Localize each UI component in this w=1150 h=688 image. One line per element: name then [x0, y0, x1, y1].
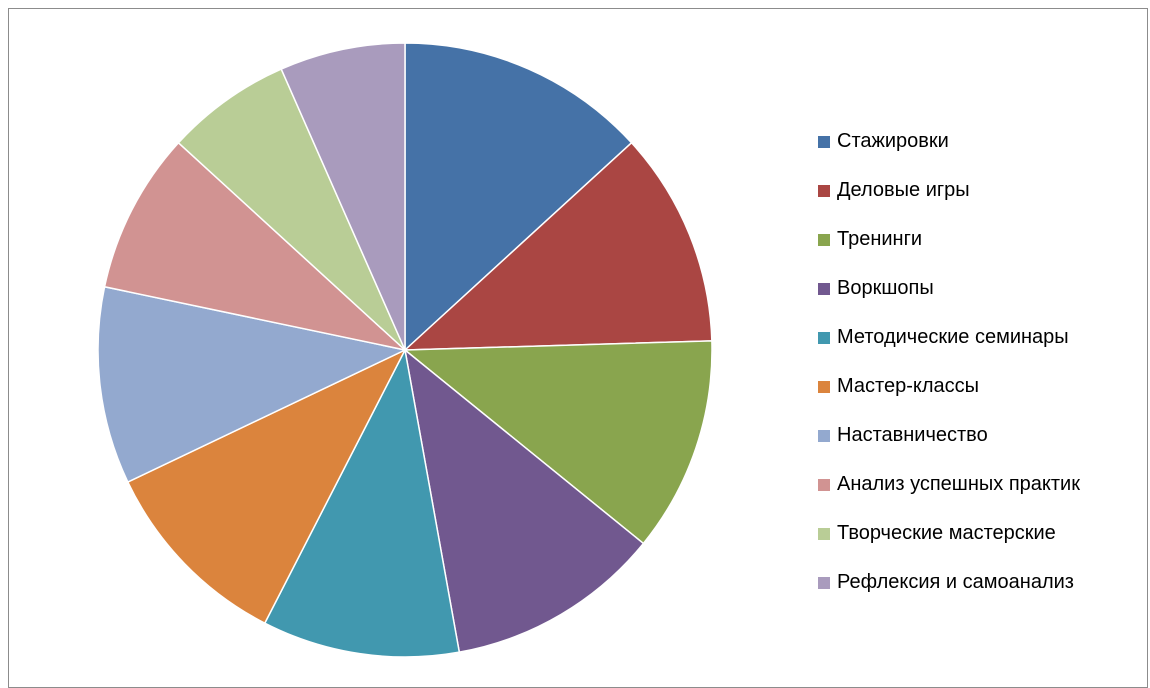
legend-swatch-4 — [818, 282, 830, 295]
legend-label-6: Мастер-классы — [837, 375, 979, 397]
pie-slice-1 — [404, 42, 633, 352]
legend-swatch-2 — [818, 184, 830, 197]
legend-item-3: Тренинги — [818, 215, 1080, 264]
pie-slice-2 — [403, 141, 713, 351]
pie-slice-10 — [280, 42, 406, 351]
pie-slice-8 — [103, 141, 408, 352]
pie-slice-3 — [402, 340, 713, 545]
legend-label-3: Тренинги — [837, 228, 923, 250]
legend-swatch-9 — [818, 527, 830, 540]
legend-swatch-7 — [818, 429, 830, 442]
legend-swatch-6 — [818, 380, 830, 393]
legend-label-7: Наставничество — [837, 424, 988, 446]
legend-item-4: Воркшопы — [818, 264, 1080, 313]
legend-item-6: Мастер-классы — [818, 362, 1080, 411]
legend-swatch-8 — [818, 478, 830, 491]
legend-item-8: Анализ успешных практик — [818, 460, 1080, 509]
legend-swatch-3 — [818, 233, 830, 246]
legend-item-2: Деловые игры — [818, 166, 1080, 215]
legend-item-7: Наставничество — [818, 411, 1080, 460]
legend-item-10: Рефлексия и самоанализ — [818, 558, 1080, 607]
legend-item-1: Стажировки — [818, 117, 1080, 166]
pie-slice-5 — [263, 347, 461, 658]
legend-item-9: Творческие мастерские — [818, 509, 1080, 558]
legend-label-10: Рефлексия и самоанализ — [837, 571, 1074, 593]
pie-slice-4 — [403, 348, 645, 654]
legend-label-5: Методические семинары — [837, 326, 1069, 348]
legend-swatch-1 — [818, 135, 830, 148]
pie-slice-7 — [97, 285, 408, 484]
legend-swatch-10 — [818, 576, 830, 589]
legend-swatch-5 — [818, 331, 830, 344]
pie-slice-9 — [177, 68, 406, 351]
legend-label-9: Творческие мастерские — [837, 522, 1056, 544]
legend-label-4: Воркшопы — [837, 277, 934, 299]
legend-label-1: Стажировки — [837, 130, 949, 152]
legend-item-5: Методические семинары — [818, 313, 1080, 362]
legend: Стажировки Деловые игры Тренинги Воркшопы Ме… — [818, 117, 1080, 607]
pie-slice-6 — [126, 348, 407, 625]
legend-label-2: Деловые игры — [837, 179, 970, 201]
legend-label-8: Анализ успешных практик — [837, 473, 1080, 495]
